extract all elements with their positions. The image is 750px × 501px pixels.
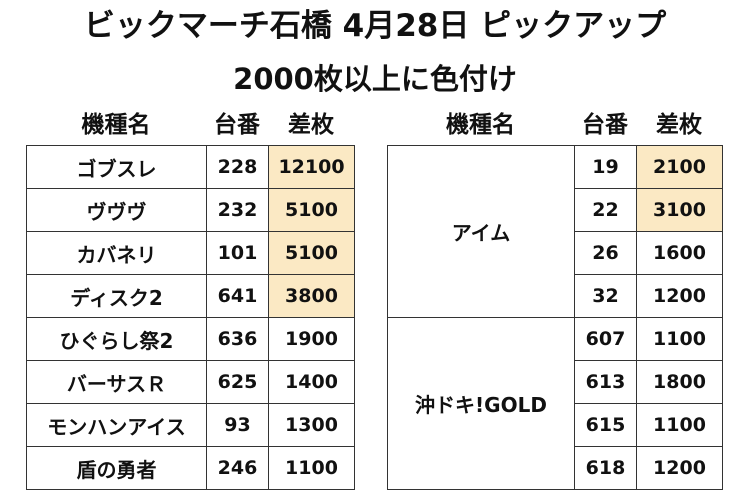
diff-cell: 3800 bbox=[268, 274, 355, 318]
diff-cell: 2100 bbox=[636, 145, 723, 189]
machine-cell: 沖ドキ!GOLD bbox=[387, 317, 575, 490]
number-cell: 607 bbox=[574, 317, 637, 361]
diff-cell: 1300 bbox=[268, 403, 355, 447]
number-cell: 228 bbox=[206, 145, 269, 189]
machine-cell: 盾の勇者 bbox=[26, 446, 207, 490]
table-row: 沖ドキ!GOLD 607 1100 bbox=[387, 317, 723, 490]
diff-cell: 12100 bbox=[268, 145, 355, 189]
table-row: 613 1800 bbox=[388, 360, 723, 404]
diff-cell: 1600 bbox=[636, 231, 723, 275]
right-table: アイム 19 2100 22 3100 26 1600 32 1200 沖ドキ!GOLD 607 11… bbox=[387, 145, 723, 490]
number-cell: 615 bbox=[574, 403, 637, 447]
number-cell: 613 bbox=[574, 360, 637, 404]
right-header-diff: 差枚 bbox=[656, 112, 702, 138]
diff-cell: 1100 bbox=[636, 317, 723, 361]
machine-cell: バーサスＲ bbox=[26, 360, 207, 404]
diff-cell: 1100 bbox=[636, 403, 723, 447]
table-row: 615 1100 bbox=[388, 403, 723, 447]
diff-cell: 3100 bbox=[636, 188, 723, 232]
diff-cell: 1100 bbox=[268, 446, 355, 490]
machine-cell: ヴヴヴ bbox=[26, 188, 207, 232]
machine-cell: ゴブスレ bbox=[26, 145, 207, 189]
left-header-diff: 差枚 bbox=[288, 112, 334, 138]
number-cell: 625 bbox=[206, 360, 269, 404]
left-header-machine: 機種名 bbox=[81, 112, 151, 138]
table-row: アイム 19 2100 bbox=[387, 145, 723, 318]
machine-cell: ひぐらし祭2 bbox=[26, 317, 207, 361]
number-cell: 22 bbox=[574, 188, 637, 232]
machine-cell: モンハンアイス bbox=[26, 403, 207, 447]
number-cell: 636 bbox=[206, 317, 269, 361]
left-header-number: 台番 bbox=[214, 112, 260, 138]
table-row: モンハンアイス 93 1300 bbox=[26, 403, 355, 447]
table-row: 618 1200 bbox=[388, 446, 723, 490]
table-row: バーサスＲ 625 1400 bbox=[26, 360, 355, 404]
page-subtitle: 2000枚以上に色付け bbox=[233, 62, 517, 96]
number-cell: 232 bbox=[206, 188, 269, 232]
number-cell: 93 bbox=[206, 403, 269, 447]
number-cell: 32 bbox=[574, 274, 637, 318]
table-row: ひぐらし祭2 636 1900 bbox=[26, 317, 355, 361]
table-row: 32 1200 bbox=[388, 274, 723, 318]
machine-cell: ディスク2 bbox=[26, 274, 207, 318]
number-cell: 19 bbox=[574, 145, 637, 189]
diff-cell: 1900 bbox=[268, 317, 355, 361]
right-header-machine: 機種名 bbox=[446, 112, 515, 138]
table-row: ゴブスレ 228 12100 bbox=[26, 145, 355, 189]
diff-cell: 1400 bbox=[268, 360, 355, 404]
number-cell: 641 bbox=[206, 274, 269, 318]
diff-cell: 1800 bbox=[636, 360, 723, 404]
page-title: ビックマーチ石橋 4月28日 ピックアップ bbox=[83, 8, 667, 44]
number-cell: 618 bbox=[574, 446, 637, 490]
number-cell: 246 bbox=[206, 446, 269, 490]
table-row: ヴヴヴ 232 5100 bbox=[26, 188, 355, 232]
left-table: ゴブスレ 228 12100 ヴヴヴ 232 5100 カバネリ 101 5100 ディスク2 64… bbox=[26, 145, 355, 490]
diff-cell: 5100 bbox=[268, 231, 355, 275]
machine-cell: アイム bbox=[387, 145, 575, 318]
table-row: カバネリ 101 5100 bbox=[26, 231, 355, 275]
diff-cell: 1200 bbox=[636, 446, 723, 490]
table-row: 盾の勇者 246 1100 bbox=[26, 446, 355, 490]
diff-cell: 5100 bbox=[268, 188, 355, 232]
diff-cell: 1200 bbox=[636, 274, 723, 318]
machine-cell: カバネリ bbox=[26, 231, 207, 275]
number-cell: 26 bbox=[574, 231, 637, 275]
right-header-number: 台番 bbox=[582, 112, 628, 138]
table-row: ディスク2 641 3800 bbox=[26, 274, 355, 318]
table-row: 22 3100 bbox=[388, 188, 723, 232]
number-cell: 101 bbox=[206, 231, 269, 275]
